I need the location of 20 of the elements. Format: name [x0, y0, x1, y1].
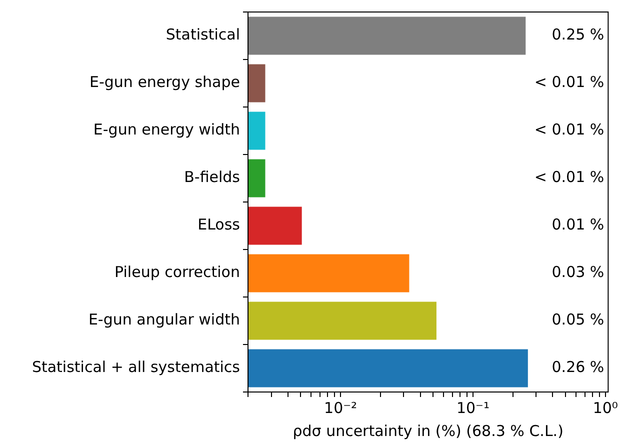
x-axis-title: ρdσ uncertainty in (%) (68.3 % C.L.)	[292, 422, 564, 440]
y-tick-label: ELoss	[198, 216, 240, 234]
data-label: 0.26 %	[552, 358, 604, 376]
x-tick-label: 10⁰	[592, 398, 618, 417]
data-label: < 0.01 %	[534, 120, 604, 139]
y-tick-label: Statistical + all systematics	[32, 358, 240, 376]
y-tick-label: E-gun angular width	[88, 310, 240, 329]
data-label: 0.25 %	[552, 26, 604, 44]
x-tick-label: 10⁻²	[324, 398, 358, 417]
y-tick-label: E-gun energy width	[93, 120, 240, 139]
data-label: < 0.01 %	[534, 168, 604, 186]
data-label: 0.05 %	[552, 310, 604, 329]
data-label: 0.03 %	[552, 263, 604, 282]
y-tick-label: Statistical	[166, 26, 240, 44]
data-label: 0.01 %	[552, 216, 604, 234]
y-tick-label: E-gun energy shape	[90, 73, 240, 92]
data-label: < 0.01 %	[534, 73, 604, 92]
x-tick-label: 10⁻¹	[456, 398, 490, 417]
y-tick-label: B-fields	[184, 168, 240, 186]
y-tick-label: Pileup correction	[114, 263, 240, 282]
